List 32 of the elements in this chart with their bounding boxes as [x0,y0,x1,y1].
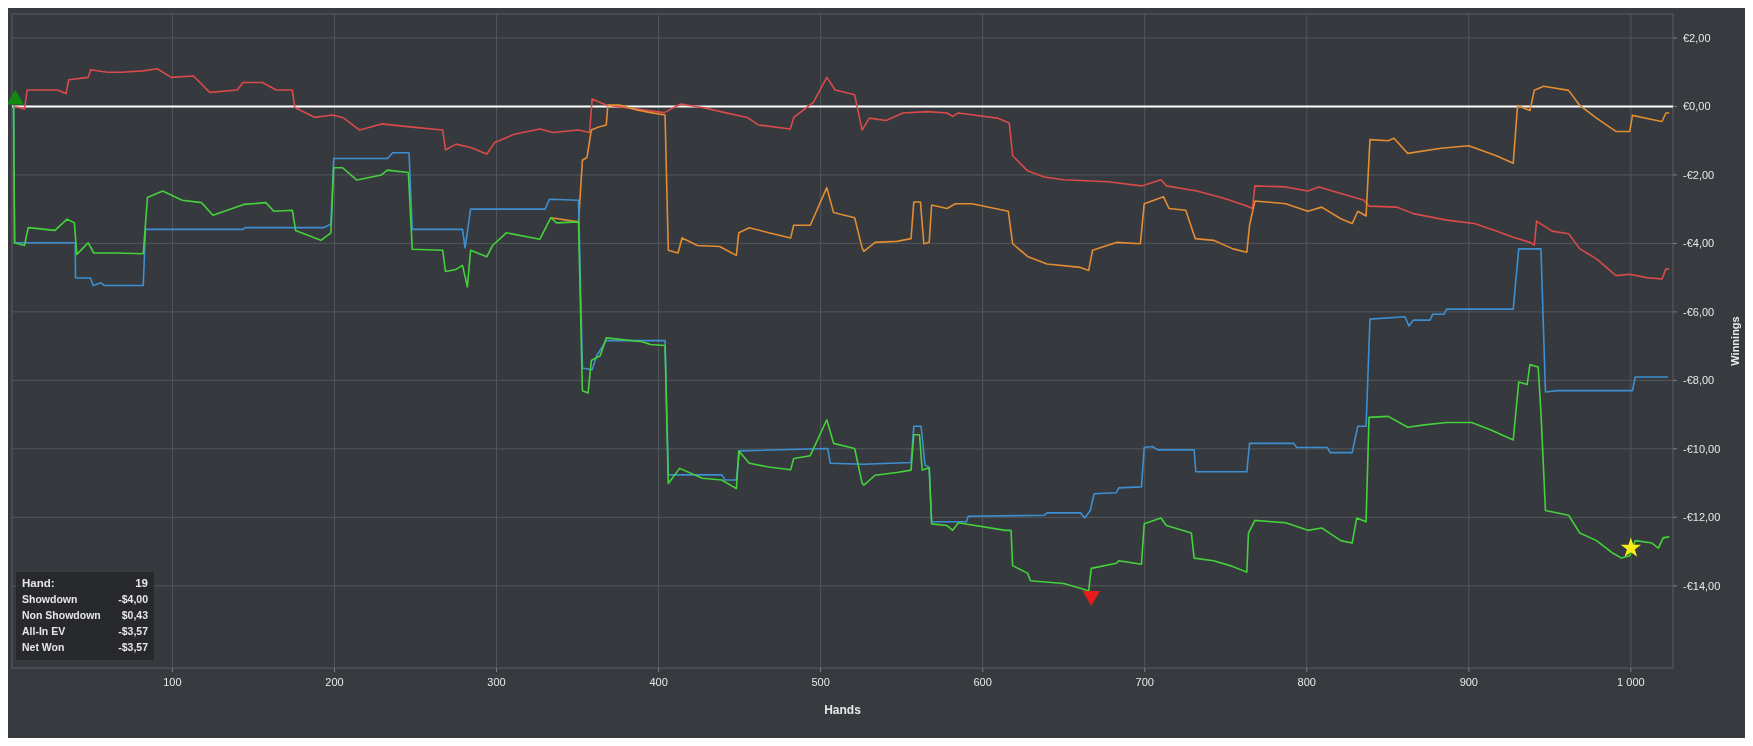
y-axis-title: Winnings [1729,316,1741,366]
annotation: Net Won [22,641,65,653]
y-tick-label: -€8,00 [1683,374,1715,387]
annotation: 19 [135,577,148,589]
x-tick-label: 200 [325,676,344,688]
x-tick-label: 700 [1135,676,1154,688]
x-tick-label: 400 [649,676,668,688]
annotation: -$3,57 [118,625,149,637]
annotation: Showdown [22,593,78,605]
annotation: Non Showdown [22,609,101,621]
line-series [550,85,1670,272]
y-tick-label: -€12,00 [1683,511,1721,524]
y-tick-label: -€14,00 [1683,579,1721,592]
annotation: -$4,00 [118,593,149,605]
annotation: All-In EV [22,625,66,637]
x-tick-label: 800 [1297,676,1316,688]
y-tick-label: -€10,00 [1683,442,1721,455]
x-tick-label: 900 [1459,676,1478,688]
x-tick-label: 300 [487,676,506,688]
x-axis-title: Hands [824,703,862,717]
x-tick-label: 600 [973,676,992,688]
annotation: -$3,57 [118,641,149,653]
y-tick-label: €2,00 [1683,31,1711,44]
x-tick-label: 100 [163,676,182,688]
annotation: Hand: [22,577,55,589]
y-tick-label: -€4,00 [1683,237,1715,250]
y-tick-label: €0,00 [1683,100,1711,113]
y-tick-label: -€2,00 [1683,168,1715,181]
x-tick-label: 500 [811,676,830,688]
y-tick-label: -€6,00 [1683,305,1715,318]
x-tick-label: 1 000 [1617,676,1645,688]
annotation: $0,43 [121,609,149,621]
